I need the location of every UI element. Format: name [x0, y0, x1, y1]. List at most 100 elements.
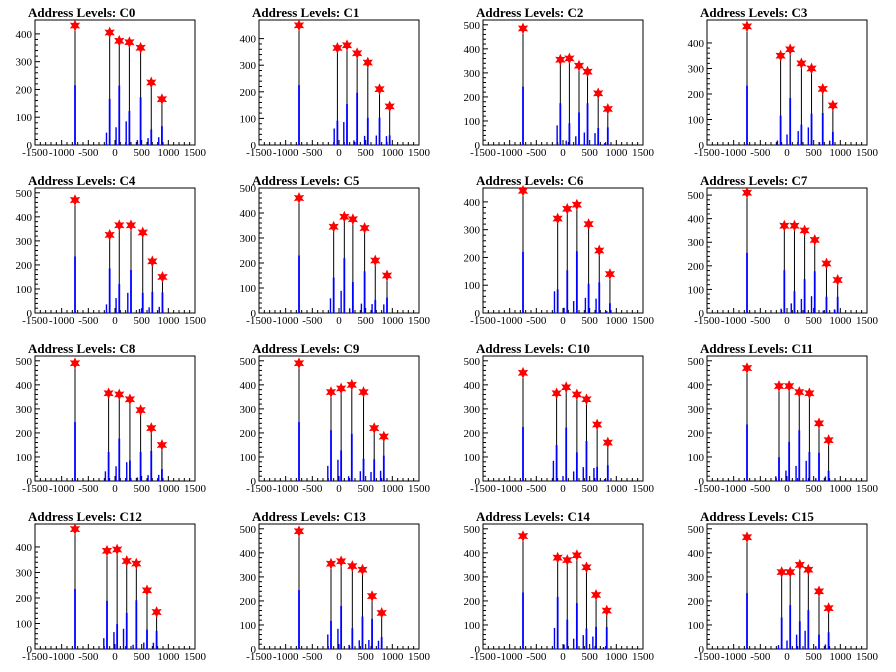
- x-tick-label: -500: [750, 651, 771, 663]
- y-tick-label: 100: [688, 284, 705, 296]
- peak-marker: [602, 436, 613, 449]
- histogram-panel: Address Levels: C5 0 100 200 300 400 500 -1500-…: [224, 168, 448, 336]
- histogram-spike: [135, 600, 138, 649]
- x-tick-label: -1500: [694, 483, 720, 495]
- y-tick-label: 100: [16, 452, 33, 464]
- y-tick-label: 200: [16, 84, 33, 96]
- y-tick-label: 500: [464, 356, 481, 368]
- histogram-spike: [800, 124, 803, 145]
- x-tick-label: -1000: [497, 483, 523, 495]
- y-tick-label: 500: [240, 356, 257, 368]
- y-tick-label: 300: [240, 233, 257, 245]
- histogram-spike: [327, 634, 329, 649]
- histogram-spike: [343, 122, 345, 145]
- x-tick-label: 1500: [408, 483, 431, 495]
- chart-title: Address Levels: C4: [28, 173, 136, 188]
- peak-marker: [773, 380, 785, 392]
- histogram-spike: [74, 256, 76, 313]
- peak-marker: [823, 434, 834, 447]
- y-tick-label: 200: [464, 596, 481, 608]
- y-tick-label: 300: [688, 63, 705, 75]
- histogram-spike: [130, 270, 132, 313]
- histogram-panel: Address Levels: C3 0 100 200 300 400 -1500 -100…: [672, 0, 896, 168]
- y-tick-label: 100: [240, 620, 257, 632]
- peak-marker: [381, 269, 393, 282]
- histogram-panel: Address Levels: C10 0 100 200 300 400 500 -1500…: [448, 336, 672, 504]
- x-tick-label: 1500: [184, 483, 207, 495]
- histogram-spike: [522, 251, 524, 313]
- peak-marker: [573, 59, 585, 72]
- peak-marker: [517, 22, 529, 35]
- histogram-spike: [125, 612, 128, 649]
- peak-marker: [806, 62, 817, 75]
- x-tick-label: -1000: [721, 147, 747, 159]
- y-tick-label: 500: [688, 356, 705, 368]
- y-tick-label: 400: [688, 214, 705, 226]
- x-tick-label: 1000: [157, 651, 180, 663]
- histogram-spike: [377, 640, 380, 649]
- chart-plot: 0 100 200 300 400 500 -1500 -1000 -500 0 500 1000 15…: [16, 355, 207, 495]
- chart-title: Address Levels: C13: [252, 509, 366, 524]
- histogram-spike: [592, 636, 594, 649]
- histogram-spike: [332, 277, 335, 313]
- x-tick-label: 0: [112, 483, 118, 495]
- x-tick-label: 0: [336, 651, 342, 663]
- x-tick-label: -1500: [22, 147, 48, 159]
- histogram-spike: [522, 426, 524, 481]
- x-tick-label: 1500: [184, 651, 207, 663]
- plot-frame: [258, 523, 420, 650]
- histogram-spike: [161, 469, 163, 481]
- histogram-spike: [147, 475, 149, 481]
- histogram-spike: [378, 117, 381, 145]
- y-tick-label: 200: [16, 593, 33, 605]
- histogram-spike: [780, 308, 782, 313]
- histogram-spike: [343, 258, 346, 313]
- histogram-spike: [375, 135, 378, 145]
- y-tick-label: 500: [16, 188, 33, 200]
- x-tick-label: -1000: [49, 651, 75, 663]
- histogram-spike: [562, 476, 564, 481]
- histogram-spike: [563, 644, 565, 649]
- histogram-spike: [298, 255, 300, 313]
- x-tick-label: 1500: [408, 651, 431, 663]
- histogram-spike: [555, 445, 558, 481]
- x-tick-label: -1500: [22, 483, 48, 495]
- y-tick-label: 200: [240, 428, 257, 440]
- histogram-spike: [374, 299, 377, 313]
- plot-frame: [482, 19, 644, 146]
- x-tick-label: -1000: [721, 315, 747, 327]
- histogram-panel: Address Levels: C4 0 100 200 300 400 500 -1500-…: [0, 168, 224, 336]
- chart-title: Address Levels: C3: [700, 5, 808, 20]
- x-tick-label: 500: [581, 651, 598, 663]
- histogram-spike: [371, 618, 373, 649]
- chart-plot: 0 100 200 300 400 -1500 -1000 -500 0 500 1000 1500: [16, 19, 207, 159]
- x-tick-label: 1000: [829, 147, 852, 159]
- peak-marker: [358, 386, 369, 399]
- x-tick-label: 1000: [605, 483, 628, 495]
- chart-plot: 0 100 200 300 400 500 -1500 -1000 -500 0 500 1000 15…: [688, 355, 879, 495]
- x-tick-label: -500: [302, 483, 323, 495]
- chart-title: Address Levels: C14: [476, 509, 590, 524]
- histogram-spike: [822, 310, 824, 313]
- chart-title: Address Levels: C12: [28, 509, 142, 524]
- histogram-spike: [595, 626, 597, 649]
- histogram-spike: [388, 135, 391, 145]
- y-tick-label: 100: [240, 452, 257, 464]
- x-tick-label: 0: [112, 651, 118, 663]
- x-tick-label: 1500: [184, 315, 207, 327]
- histogram-spike: [586, 103, 589, 145]
- y-tick-label: 400: [688, 38, 705, 50]
- peak-marker: [125, 219, 137, 232]
- histogram-spike: [779, 115, 782, 145]
- y-tick-label: 200: [240, 258, 257, 270]
- histogram-spike: [825, 296, 828, 313]
- x-tick-label: 500: [581, 315, 598, 327]
- peak-marker: [827, 99, 839, 112]
- x-tick-label: -1500: [22, 651, 48, 663]
- histogram-spike: [597, 127, 600, 145]
- y-tick-label: 200: [688, 428, 705, 440]
- histogram-spike: [126, 462, 128, 481]
- peak-marker: [146, 76, 157, 89]
- histogram-spike: [359, 471, 362, 481]
- y-tick-label: 400: [688, 548, 705, 560]
